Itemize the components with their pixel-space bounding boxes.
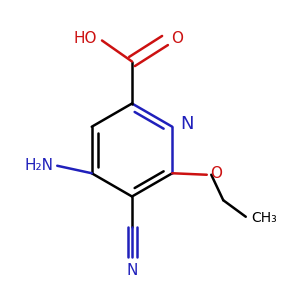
Text: N: N	[126, 263, 138, 278]
Text: O: O	[172, 31, 184, 46]
Text: H₂N: H₂N	[25, 158, 54, 173]
Text: CH₃: CH₃	[251, 211, 277, 225]
Text: N: N	[181, 115, 194, 133]
Text: HO: HO	[74, 31, 98, 46]
Text: O: O	[210, 166, 222, 181]
